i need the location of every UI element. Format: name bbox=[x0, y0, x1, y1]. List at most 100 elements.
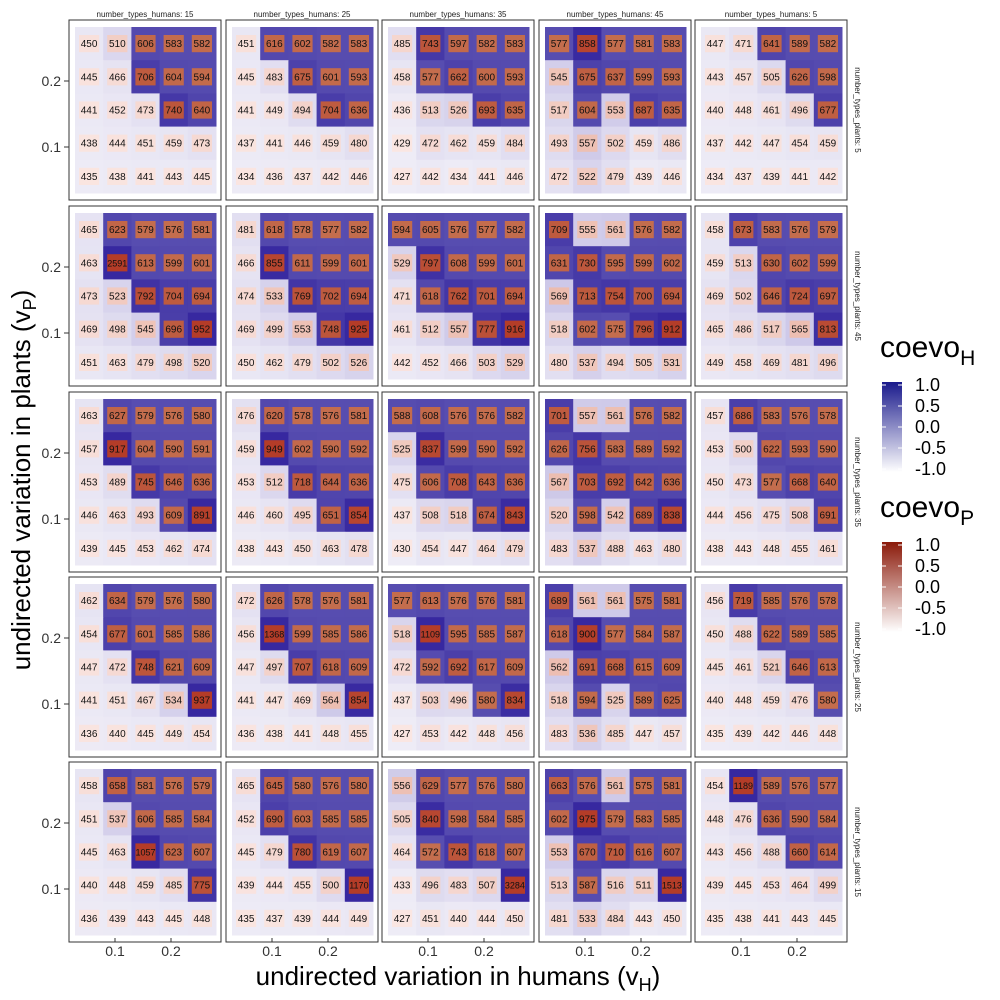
heatmap-cell-marker bbox=[292, 353, 313, 371]
data-label: 483 bbox=[551, 729, 568, 740]
heatmap-cell-marker bbox=[163, 473, 184, 491]
heatmap-cell-marker bbox=[236, 843, 257, 861]
data-label: 436 bbox=[238, 729, 255, 740]
heatmap-cell-marker bbox=[761, 101, 782, 119]
y-axis-title-subscript: P bbox=[20, 298, 40, 310]
legends: coevoH1.00.50.0-0.5-1.0coevoP1.00.50.0-0… bbox=[880, 331, 975, 639]
column-facet-label: number_types_humans: 35 bbox=[410, 10, 508, 19]
heatmap-cell-marker bbox=[549, 658, 570, 676]
panel: 709 555 561 576 582 631 730 595 599 602 569 713 754 7… bbox=[538, 205, 692, 387]
data-label: 584 bbox=[635, 629, 652, 640]
data-label: 589 bbox=[763, 781, 780, 792]
heatmap-cell-marker bbox=[191, 810, 212, 828]
data-label: 430 bbox=[394, 544, 411, 555]
heatmap-cell-marker bbox=[605, 35, 626, 53]
heatmap-cell-marker bbox=[705, 287, 726, 305]
heatmap-cell-marker bbox=[292, 134, 313, 152]
heatmap-cell-marker bbox=[163, 221, 184, 239]
data-label: 577 bbox=[322, 225, 339, 236]
heatmap-cell-marker bbox=[549, 221, 570, 239]
data-label: 1368 bbox=[264, 629, 284, 639]
data-label: 512 bbox=[266, 478, 283, 489]
data-label: 606 bbox=[137, 814, 154, 825]
data-label: 486 bbox=[735, 325, 752, 336]
heatmap-cell-marker bbox=[633, 221, 654, 239]
data-label: 445 bbox=[81, 848, 98, 859]
data-label: 437 bbox=[294, 172, 311, 183]
data-label: 461 bbox=[735, 663, 752, 674]
heatmap-cell-marker bbox=[79, 658, 100, 676]
heatmap-cell-marker bbox=[292, 592, 313, 610]
heatmap-cell-marker bbox=[605, 473, 626, 491]
data-label: 576 bbox=[165, 781, 182, 792]
data-label: 472 bbox=[394, 663, 411, 674]
data-label: 445 bbox=[707, 663, 724, 674]
data-label: 502 bbox=[735, 292, 752, 303]
heatmap-cell-marker bbox=[135, 909, 156, 927]
heatmap-cell-marker bbox=[761, 320, 782, 338]
heatmap-cell-marker bbox=[135, 68, 156, 86]
heatmap-cell-marker bbox=[577, 68, 598, 86]
heatmap-cell-marker bbox=[817, 68, 838, 86]
data-label: 576 bbox=[165, 411, 182, 422]
heatmap-cell-marker bbox=[504, 320, 525, 338]
data-label: 448 bbox=[109, 881, 126, 892]
heatmap-cell-marker bbox=[191, 407, 212, 425]
data-label: 474 bbox=[238, 292, 255, 303]
heatmap-cell-marker bbox=[191, 539, 212, 557]
heatmap-cell-marker bbox=[504, 134, 525, 152]
data-label: 854 bbox=[351, 511, 368, 522]
data-label: 463 bbox=[81, 411, 98, 422]
heatmap-cell-marker bbox=[504, 724, 525, 742]
heatmap-cell-marker bbox=[633, 167, 654, 185]
heatmap-cell-marker bbox=[661, 101, 682, 119]
data-label: 533 bbox=[266, 292, 283, 303]
data-label: 616 bbox=[635, 848, 652, 859]
heatmap-cell-marker bbox=[504, 473, 525, 491]
data-label: 599 bbox=[820, 258, 837, 269]
data-label: 437 bbox=[266, 914, 283, 925]
heatmap-cell-marker bbox=[476, 407, 497, 425]
heatmap-cell-marker bbox=[107, 221, 128, 239]
data-label: 447 bbox=[635, 729, 652, 740]
heatmap-cell-marker bbox=[549, 440, 570, 458]
data-label: 502 bbox=[322, 358, 339, 369]
data-label: 499 bbox=[266, 325, 283, 336]
heatmap-cell-marker bbox=[191, 68, 212, 86]
heatmap-cell-marker bbox=[320, 440, 341, 458]
heatmap-cell-marker bbox=[661, 658, 682, 676]
data-label: 621 bbox=[165, 663, 182, 674]
data-label: 677 bbox=[109, 629, 126, 640]
data-label: 582 bbox=[507, 225, 524, 236]
heatmap-cell-marker bbox=[448, 35, 469, 53]
data-label: 635 bbox=[507, 106, 524, 117]
heatmap-cell-marker bbox=[817, 592, 838, 610]
data-label: 447 bbox=[763, 139, 780, 150]
data-label: 526 bbox=[450, 106, 467, 117]
y-tick-label: 0.2 bbox=[42, 259, 62, 275]
data-label: 448 bbox=[707, 814, 724, 825]
data-label: 427 bbox=[394, 172, 411, 183]
data-label: 703 bbox=[579, 478, 596, 489]
data-label: 580 bbox=[478, 696, 495, 707]
data-label: 701 bbox=[478, 292, 495, 303]
data-label: 463 bbox=[109, 848, 126, 859]
data-label: 646 bbox=[791, 663, 808, 674]
data-label: 694 bbox=[194, 292, 211, 303]
data-label: 534 bbox=[165, 696, 182, 707]
heatmap-cell-marker bbox=[135, 876, 156, 894]
heatmap-cell-marker bbox=[549, 167, 570, 185]
heatmap-cell-marker bbox=[107, 777, 128, 795]
heatmap-cell-marker bbox=[107, 724, 128, 742]
heatmap-cell-marker bbox=[705, 473, 726, 491]
heatmap-cell-marker bbox=[633, 440, 654, 458]
heatmap-cell-marker bbox=[135, 35, 156, 53]
data-label: 585 bbox=[820, 629, 837, 640]
row-facet-label: number_types_plants: 45 bbox=[853, 251, 862, 341]
data-label: 634 bbox=[109, 596, 126, 607]
data-label: 465 bbox=[81, 225, 98, 236]
heatmap-cell-marker bbox=[420, 134, 441, 152]
heatmap-cell-marker bbox=[705, 724, 726, 742]
heatmap-cell-marker bbox=[392, 691, 413, 709]
heatmap-cell-marker bbox=[79, 592, 100, 610]
